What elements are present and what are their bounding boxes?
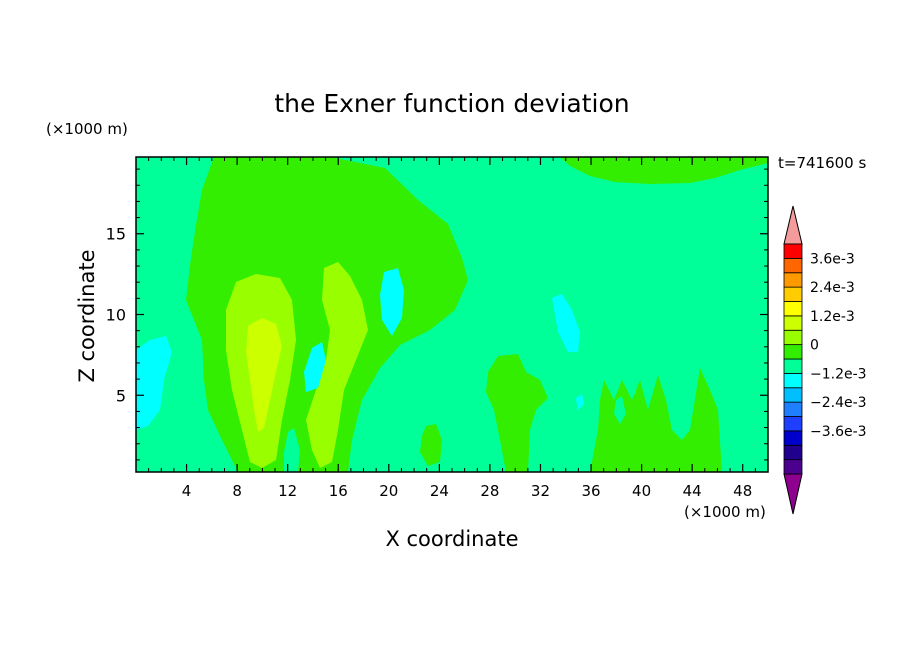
- contour-negative-dot: [576, 394, 584, 410]
- colorbar-swatch: [783, 286, 803, 302]
- colorbar-swatch: [783, 272, 803, 288]
- x-tick-label: 24: [430, 482, 449, 500]
- colorbar-swatch: [783, 329, 803, 346]
- colorbar-swatch: [783, 315, 803, 331]
- colorbar-swatch: [783, 444, 803, 461]
- x-axis-title: X coordinate: [385, 527, 518, 551]
- colorbar-swatch: [783, 430, 803, 446]
- contour-inner-plume-right: [306, 262, 368, 468]
- contour-positive-top-right: [560, 157, 768, 184]
- x-tick-label: 48: [733, 482, 752, 500]
- colorbar-tick-label: −2.4e-3: [810, 395, 867, 411]
- y-axis-title: Z coordinate: [75, 249, 99, 382]
- colorbar-swatch: [783, 459, 803, 475]
- x-tick-label: 40: [632, 482, 651, 500]
- colorbar-tick-label: 1.2e-3: [810, 309, 855, 325]
- x-tick-label: 32: [531, 482, 550, 500]
- contour-gap-green-c: [632, 380, 636, 394]
- colorbar-swatch: [783, 401, 803, 417]
- x-tick-label: 44: [683, 482, 702, 500]
- chart-title: the Exner function deviation: [274, 89, 629, 118]
- colorbar-tick-label: 0: [810, 338, 819, 354]
- colorbar-tick-label: 2.4e-3: [810, 280, 855, 296]
- contour-gap-green-b: [614, 396, 626, 424]
- colorbar-swatch: [783, 257, 803, 274]
- colorbar-swatch: [783, 387, 803, 403]
- colorbar: 3.6e-3 2.4e-3 1.2e-3 0 −1.2e-3 −2.4e-3 −3.6e-3: [783, 205, 867, 515]
- contour-negative-left-edge: [136, 336, 172, 430]
- colorbar-tick-label: −3.6e-3: [810, 424, 867, 440]
- colorbar-tick-label: 3.6e-3: [810, 251, 855, 267]
- x-tick-label: 12: [278, 482, 297, 500]
- contour-positive-small-blob: [420, 424, 442, 466]
- colorbar-swatch: [783, 358, 803, 374]
- colorbar-swatch: [783, 344, 803, 360]
- x-axis: 4 8 12 16 20 24 28 32 36 40 44 48: [148, 157, 756, 500]
- x-tick-label: 8: [232, 482, 242, 500]
- y-tick-label: 15: [106, 225, 126, 244]
- colorbar-swatch: [783, 416, 803, 432]
- x-tick-label: 16: [329, 482, 348, 500]
- y-axis: 5 10 15: [106, 168, 768, 461]
- colorbar-tick-label: −1.2e-3: [810, 366, 867, 382]
- colorbar-bottom-arrow: [783, 473, 803, 515]
- contour-negative-mid-b: [380, 268, 404, 336]
- colorbar-swatch: [783, 372, 803, 389]
- colorbar-swatch: [783, 301, 803, 317]
- x-unit-label: (×1000 m): [684, 503, 766, 521]
- colorbar-swatch: [783, 243, 803, 259]
- contour-negative-right: [552, 294, 580, 352]
- x-tick-label: 4: [182, 482, 192, 500]
- y-tick-label: 5: [116, 386, 126, 405]
- contour-negative-mid-a: [304, 342, 326, 392]
- contour-core: [246, 318, 282, 432]
- y-unit-label: (×1000 m): [46, 120, 128, 138]
- contour-gap-green-a: [284, 428, 300, 472]
- contour-fills: [136, 157, 768, 472]
- time-label: t=741600 s: [778, 154, 866, 172]
- y-tick-label: 10: [106, 306, 126, 325]
- colorbar-top-arrow: [783, 205, 803, 245]
- contour-positive-lower-right-a: [486, 354, 548, 472]
- x-tick-label: 28: [480, 482, 499, 500]
- x-tick-label: 20: [379, 482, 398, 500]
- x-tick-label: 36: [581, 482, 600, 500]
- contour-positive-lower-right-b: [590, 368, 722, 472]
